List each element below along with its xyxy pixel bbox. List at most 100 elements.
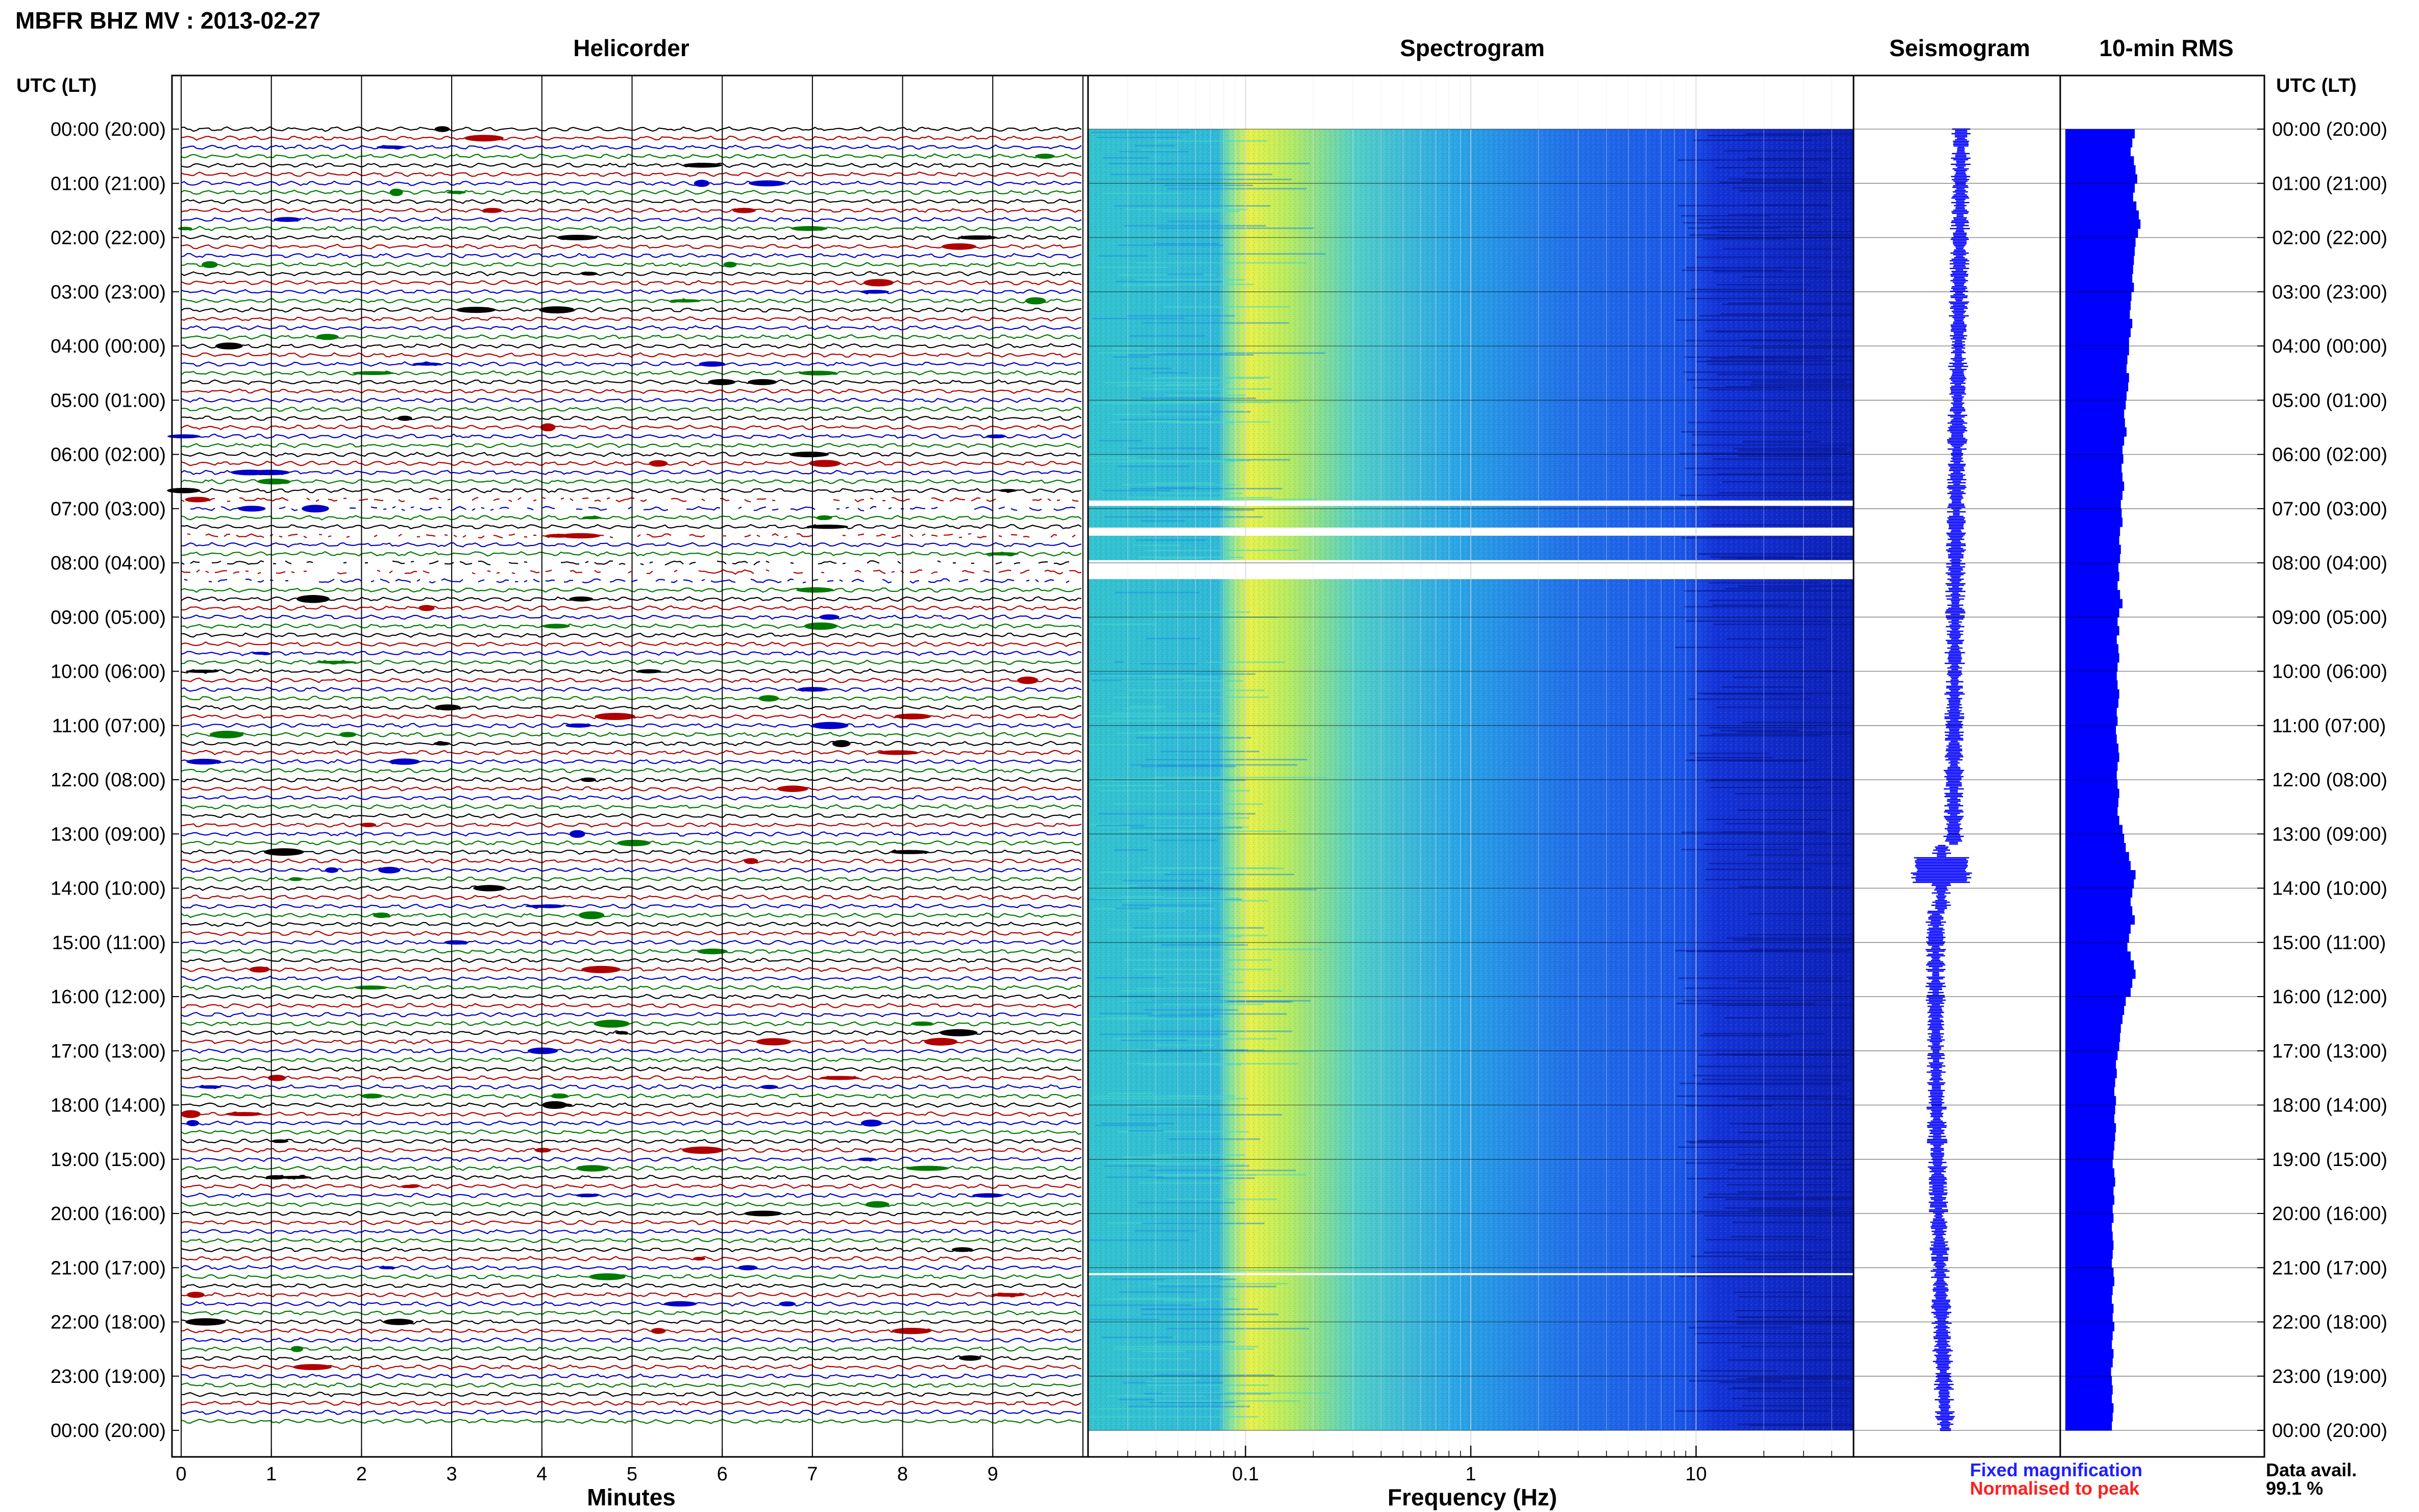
rms-bar — [2065, 1231, 2113, 1241]
helicorder-trace — [181, 560, 1070, 566]
helicorder-event — [316, 334, 339, 340]
rms-bar — [2065, 1258, 2112, 1268]
spectrogram-streak — [1697, 1139, 1855, 1142]
rms-bar — [2065, 156, 2134, 166]
spectrogram-streak — [1694, 1333, 1845, 1334]
spectrogram-streak — [1739, 190, 1916, 192]
spectrogram-streak — [1738, 1154, 1826, 1156]
rms-bar — [2065, 707, 2117, 717]
spectrogram-streak — [1683, 1000, 1831, 1002]
helicorder-event — [178, 227, 192, 231]
rms-bar — [2065, 291, 2132, 302]
helicorder-event — [167, 488, 201, 493]
rms-bar — [2065, 147, 2131, 157]
spectrogram-streak — [1114, 1348, 1254, 1350]
spectrogram-streak — [1742, 276, 1850, 278]
time-tick-label-left: 11:00 (07:00) — [52, 715, 166, 737]
spectrogram-streak — [1158, 1049, 1248, 1051]
spectrogram-streak — [1119, 151, 1189, 153]
helicorder-trace — [181, 1382, 1082, 1388]
spectrogram-streak — [1724, 150, 1838, 152]
spectrogram-streak — [1164, 184, 1253, 186]
rms-bar — [2065, 1051, 2118, 1060]
helicorder-event — [738, 1265, 758, 1271]
helicorder-event — [412, 362, 442, 366]
rms-bar — [2065, 969, 2136, 979]
spectrogram-streak — [1147, 482, 1215, 484]
helicorder-event — [940, 1029, 978, 1036]
spectrogram-streak — [1738, 1131, 1856, 1133]
helicorder-trace — [181, 433, 1082, 439]
helicorder-event — [352, 371, 394, 375]
spectrogram-streak — [1703, 1197, 1868, 1198]
spectrogram-streak — [1716, 237, 1881, 239]
spectrogram-streak — [1115, 591, 1200, 593]
helicorder-trace — [181, 957, 1082, 963]
spectrogram-streak — [1116, 281, 1222, 283]
helicorder-trace — [181, 325, 1082, 331]
helicorder-trace — [181, 307, 1082, 313]
spectrogram-streak — [1738, 450, 1845, 452]
helicorder-trace — [181, 388, 1082, 394]
helicorder-event — [865, 1201, 890, 1208]
helicorder-trace — [181, 216, 1082, 222]
helicorder-event — [723, 261, 737, 268]
helicorder-event — [360, 823, 377, 827]
helicorder-trace — [181, 1256, 1082, 1261]
helicorder-event — [464, 135, 504, 142]
rms-bar — [2065, 725, 2116, 735]
helicorder-trace — [181, 1364, 1082, 1370]
helicorder-event — [527, 1047, 558, 1054]
spectrogram-streak — [1144, 1009, 1238, 1011]
time-tick-label-left: 12:00 (08:00) — [51, 770, 166, 791]
spectrogram-streak — [1720, 313, 1895, 315]
spectrogram-streak — [1088, 1304, 1192, 1306]
time-tick-label-left: 09:00 (05:00) — [51, 607, 166, 628]
spectrogram-streak — [1126, 315, 1235, 317]
helicorder-event — [804, 622, 837, 630]
spectrogram-streak — [1703, 693, 1813, 695]
spectrogram-streak — [1137, 987, 1207, 989]
spectrogram-streak — [1107, 1222, 1154, 1224]
time-tick-label-left: 00:00 (20:00) — [51, 119, 166, 140]
spectrogram-streak — [1117, 1131, 1249, 1133]
rms-bar — [2065, 671, 2117, 681]
helicorder-event — [809, 460, 841, 467]
spectrogram-streak — [1089, 1018, 1229, 1020]
helicorder-trace — [181, 1066, 1082, 1072]
spectrogram-streak — [1685, 1141, 1765, 1143]
rms-bar — [2065, 1340, 2112, 1350]
frequency-tick-label: 1 — [1465, 1464, 1476, 1485]
spectrogram-streak — [1122, 900, 1268, 902]
rms-bar — [2065, 662, 2118, 672]
helicorder-event — [820, 1076, 859, 1080]
spectrogram-streak — [1097, 352, 1227, 354]
helicorder-trace — [181, 704, 1082, 710]
helicorder-event — [557, 235, 598, 240]
helicorder-event — [180, 1110, 201, 1118]
time-tick-label-right: 16:00 (12:00) — [2272, 986, 2387, 1008]
spectrogram-streak — [1751, 384, 1886, 386]
spectrogram-streak — [1718, 492, 1892, 494]
minute-tick-label: 8 — [897, 1464, 908, 1485]
helicorder-trace — [181, 740, 1082, 747]
spectrogram-streak — [1095, 1125, 1158, 1126]
spectrogram-streak — [1128, 1162, 1210, 1164]
helicorder-trace — [181, 1237, 1082, 1244]
time-tick-label-left: 01:00 (21:00) — [51, 173, 166, 194]
spectrogram-streak — [1710, 556, 1794, 558]
spectrogram-streak — [1681, 215, 1770, 217]
helicorder-event — [302, 505, 329, 513]
spectrogram-streak — [1118, 274, 1216, 276]
helicorder-event — [539, 306, 575, 314]
helicorder-trace — [181, 903, 1082, 909]
spectrogram-streak — [1133, 927, 1264, 929]
spectrogram-streak — [1691, 288, 1807, 290]
spectrogram-streak — [1706, 819, 1828, 821]
time-tick-label-left: 03:00 (23:00) — [51, 282, 166, 303]
spectrogram-streak — [1090, 1319, 1160, 1321]
spectrogram-streak — [1698, 553, 1872, 555]
spectrogram-streak — [1152, 1377, 1201, 1379]
spectrogram-streak — [1685, 620, 1831, 622]
spectrogram-streak — [1679, 1275, 1817, 1277]
